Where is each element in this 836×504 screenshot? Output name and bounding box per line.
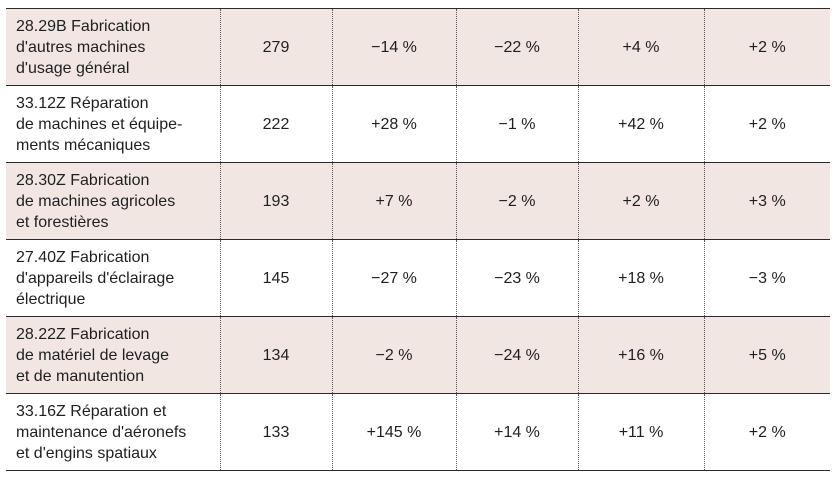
value-cell: −2 % (331, 316, 456, 394)
value-cell: +3 % (703, 162, 830, 240)
value-cell: −23 % (455, 239, 578, 317)
data-table: 28.29B Fabrication d'autres machines d'u… (6, 8, 830, 471)
activity-label-line: et de manutention (16, 367, 145, 385)
activity-label-line: de matériel de levage (16, 346, 169, 364)
value-cell: +145 % (331, 393, 456, 471)
activity-label-line: maintenance d'aéronefs (16, 423, 187, 441)
value-cell: 279 (219, 8, 332, 86)
value-cell: −3 % (703, 239, 830, 317)
value-cell: +2 % (703, 393, 830, 471)
value-cell: +16 % (577, 316, 704, 394)
activity-label-cell: 33.12Z Réparation de machines et équipe-… (6, 85, 220, 163)
activity-label-line: et forestières (16, 213, 109, 231)
activity-label-cell: 33.16Z Réparation et maintenance d'aéron… (6, 393, 220, 471)
table-row: 33.16Z Réparation et maintenance d'aéron… (6, 393, 830, 471)
activity-label-line: 28.30Z Fabrication (16, 171, 150, 189)
activity-label-line: d'usage général (16, 59, 130, 77)
value-cell: +2 % (703, 8, 830, 86)
value-cell: +11 % (577, 393, 704, 471)
value-cell: +5 % (703, 316, 830, 394)
activity-label-line: 28.22Z Fabrication (16, 325, 150, 343)
activity-label-line: et d'engins spatiaux (16, 444, 157, 462)
value-cell: 134 (219, 316, 332, 394)
activity-label-line: 28.29B Fabrication (16, 17, 151, 35)
activity-label-line: de machines agricoles (16, 192, 176, 210)
table-row: 27.40Z Fabrication d'appareils d'éclaira… (6, 239, 830, 317)
table-row: 33.12Z Réparation de machines et équipe-… (6, 85, 830, 163)
table-row: 28.29B Fabrication d'autres machines d'u… (6, 8, 830, 86)
data-table-container: 28.29B Fabrication d'autres machines d'u… (6, 8, 830, 471)
value-cell: −27 % (331, 239, 456, 317)
value-cell: −2 % (455, 162, 578, 240)
value-cell: 133 (219, 393, 332, 471)
activity-label-cell: 28.30Z Fabrication de machines agricoles… (6, 162, 220, 240)
value-cell: +2 % (577, 162, 704, 240)
activity-label-line: de machines et équipe- (16, 115, 183, 133)
activity-label-line: 33.12Z Réparation (16, 94, 149, 112)
value-cell: +42 % (577, 85, 704, 163)
activity-label-line: électrique (16, 290, 86, 308)
value-cell: 222 (219, 85, 332, 163)
activity-label-line: ments mécaniques (16, 136, 151, 154)
value-cell: −14 % (331, 8, 456, 86)
value-cell: +18 % (577, 239, 704, 317)
value-cell: −1 % (455, 85, 578, 163)
table-row: 28.22Z Fabrication de matériel de levage… (6, 316, 830, 394)
table-row: 28.30Z Fabrication de machines agricoles… (6, 162, 830, 240)
value-cell: +28 % (331, 85, 456, 163)
value-cell: 145 (219, 239, 332, 317)
value-cell: −24 % (455, 316, 578, 394)
activity-label-cell: 28.22Z Fabrication de matériel de levage… (6, 316, 220, 394)
value-cell: +2 % (703, 85, 830, 163)
value-cell: +14 % (455, 393, 578, 471)
activity-label-line: d'autres machines (16, 38, 146, 56)
value-cell: +4 % (577, 8, 704, 86)
activity-label-line: 33.16Z Réparation et (16, 402, 167, 420)
activity-label-line: d'appareils d'éclairage (16, 269, 175, 287)
activity-label-cell: 28.29B Fabrication d'autres machines d'u… (6, 8, 220, 86)
value-cell: −22 % (455, 8, 578, 86)
value-cell: 193 (219, 162, 332, 240)
activity-label-cell: 27.40Z Fabrication d'appareils d'éclaira… (6, 239, 220, 317)
activity-label-line: 27.40Z Fabrication (16, 248, 150, 266)
value-cell: +7 % (331, 162, 456, 240)
